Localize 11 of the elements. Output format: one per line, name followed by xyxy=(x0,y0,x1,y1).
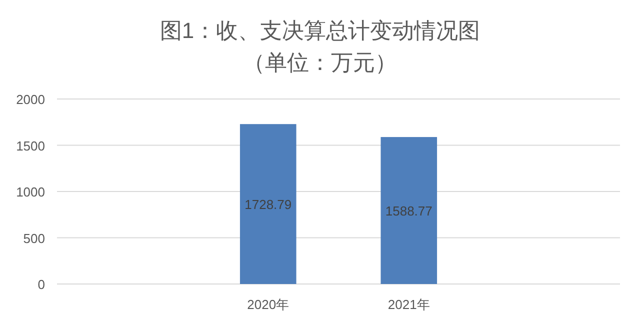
y-tick-label: 2000 xyxy=(16,92,45,107)
y-tick-label: 1000 xyxy=(16,184,45,200)
chart-subtitle: （单位：万元） xyxy=(243,50,397,75)
data-label: 1588.77 xyxy=(385,204,432,219)
y-tick-label: 0 xyxy=(38,277,45,292)
chart-title: 图1：收、支决算总计变动情况图 xyxy=(160,18,480,43)
data-label: 1728.79 xyxy=(244,197,292,212)
x-tick-label: 2021年 xyxy=(388,297,430,312)
y-tick-label: 500 xyxy=(23,230,45,246)
y-tick-label: 1500 xyxy=(16,138,45,154)
x-tick-label: 2020年 xyxy=(247,297,290,312)
